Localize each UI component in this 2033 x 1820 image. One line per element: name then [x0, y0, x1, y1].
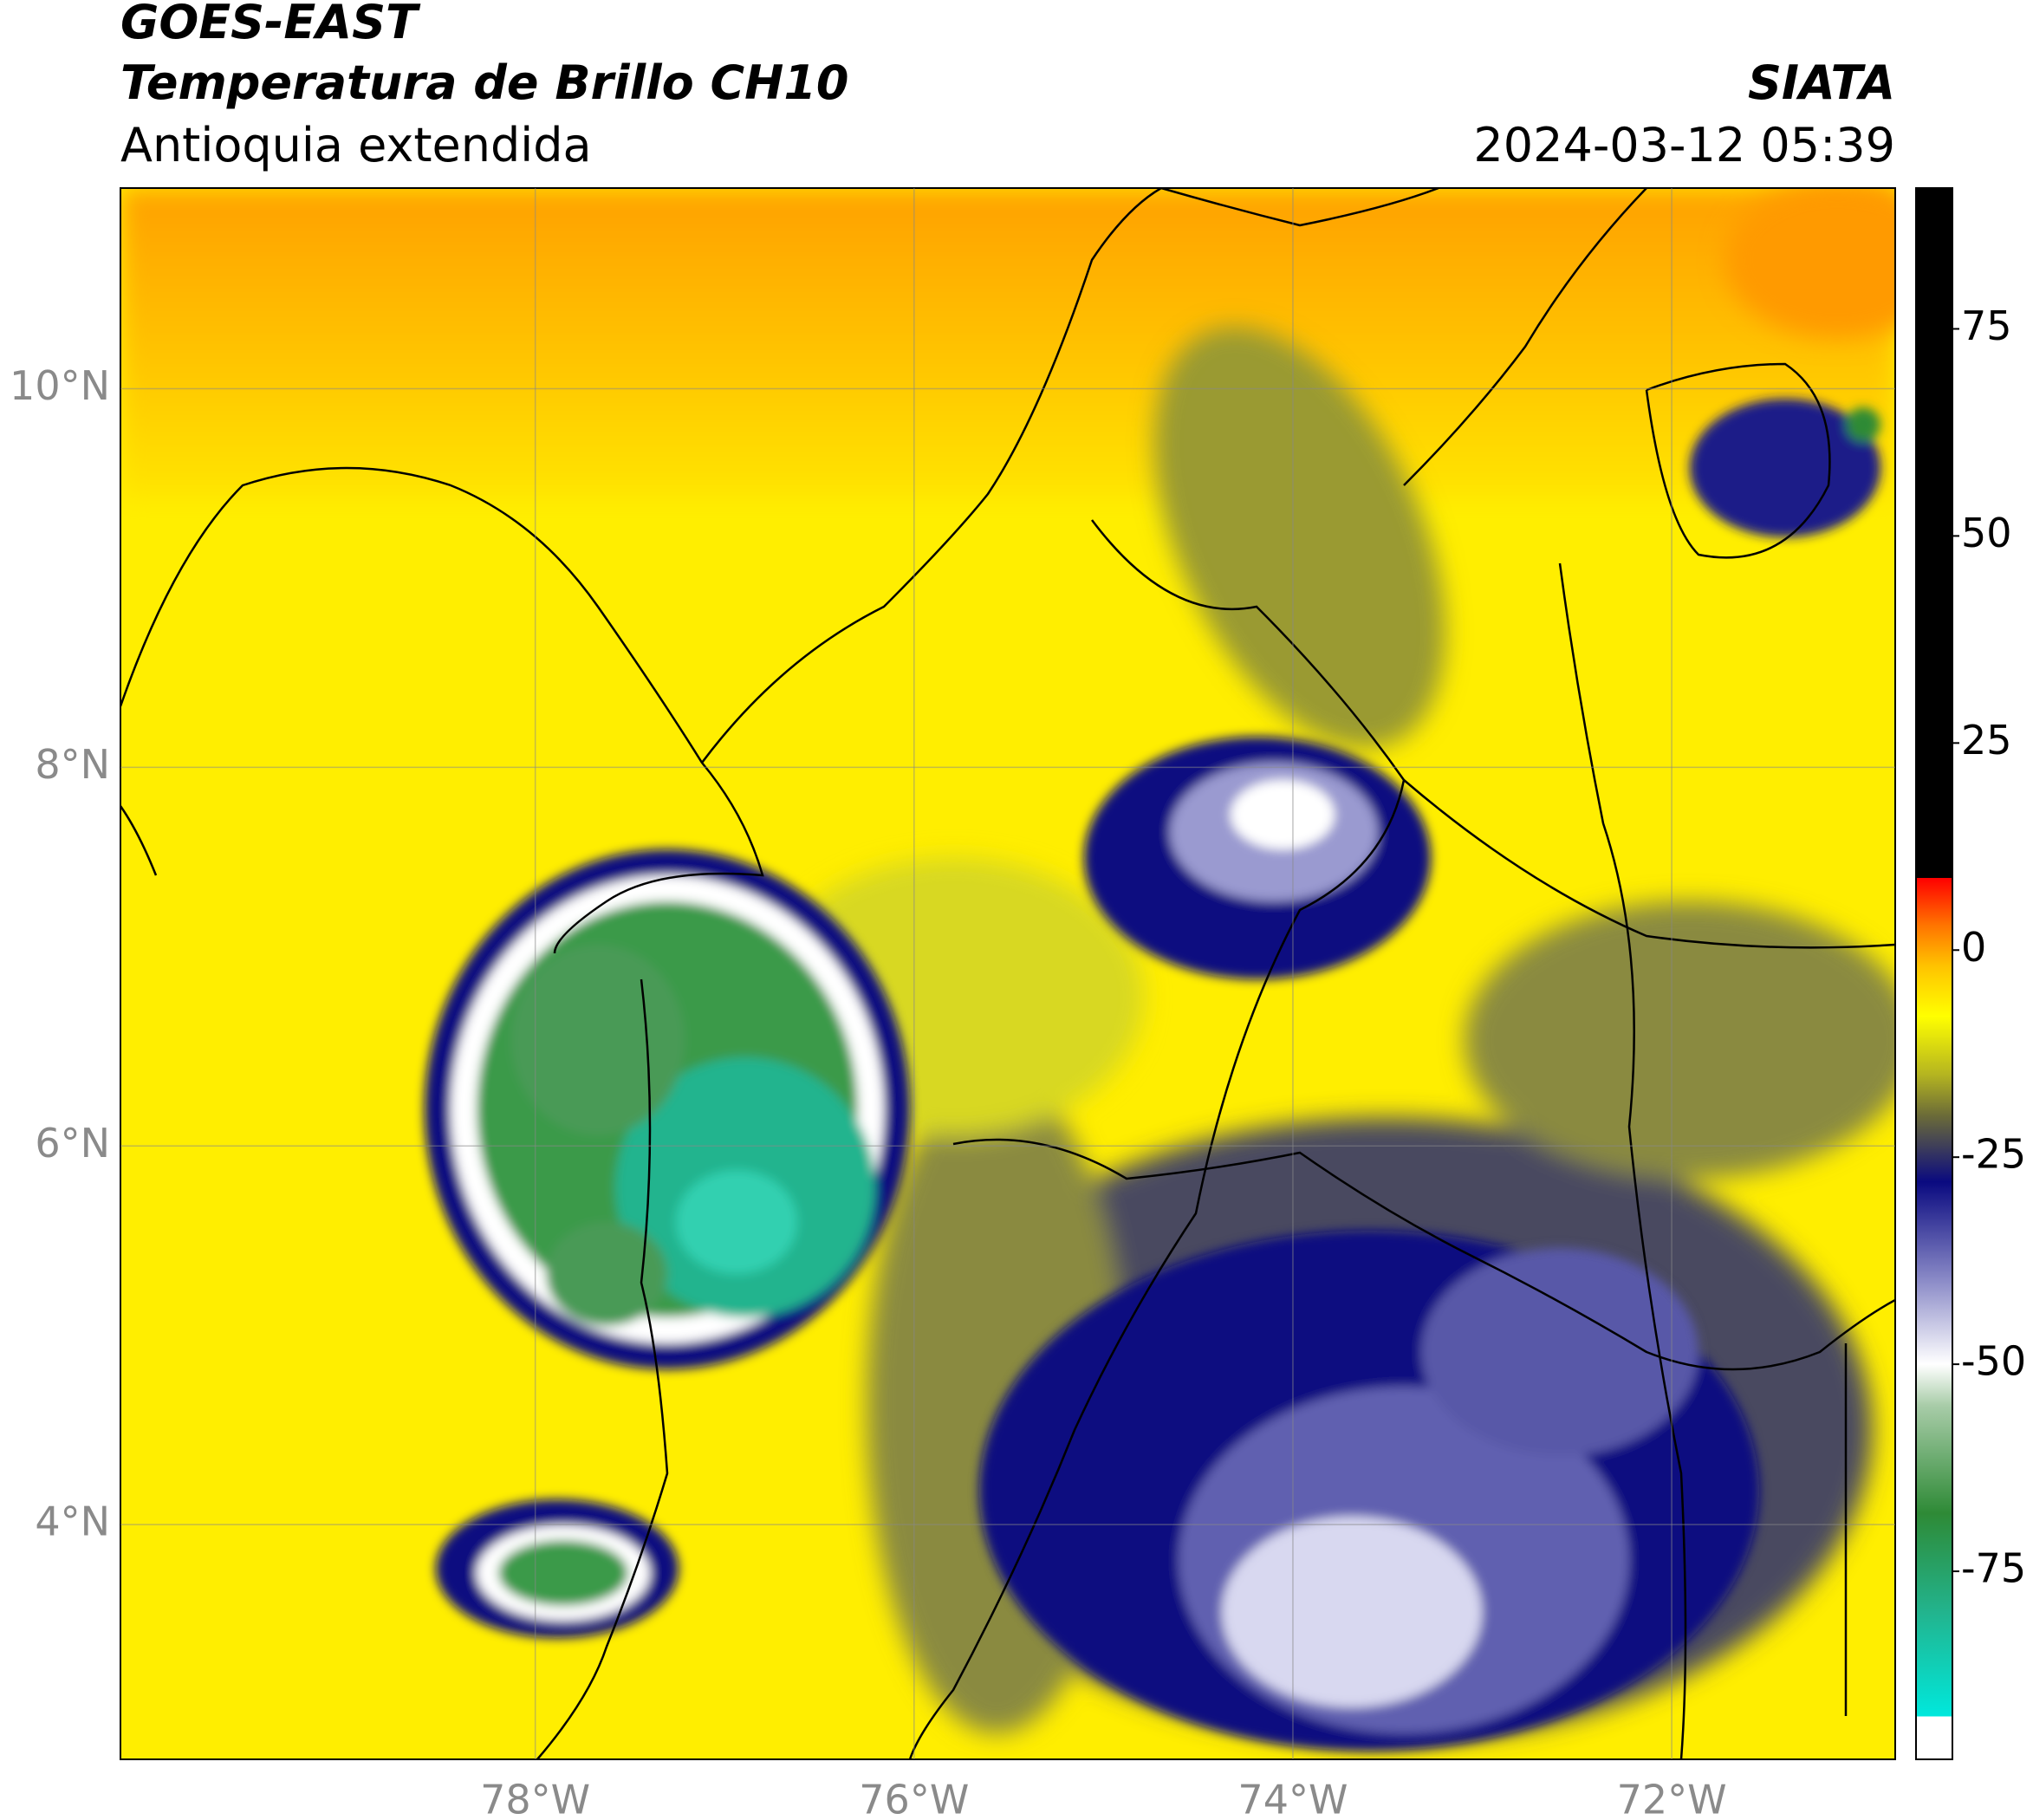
x-tick-label: 78°W	[480, 1777, 590, 1820]
colorbar-tick-label: 0	[1961, 924, 1986, 971]
map-frame	[120, 187, 1896, 1760]
source: SIATA	[1748, 55, 1895, 110]
x-tick-label: 76°W	[859, 1777, 969, 1820]
borders	[120, 188, 1895, 1759]
title: GOES-EAST	[120, 0, 421, 49]
subtitle: Temperatura de Brillo CH10	[120, 55, 849, 110]
colorbar-tick-label: 50	[1961, 510, 2012, 556]
x-tick-label: 72°W	[1617, 1777, 1727, 1820]
y-tick-label: 10°N	[10, 362, 110, 409]
y-tick-label: 6°N	[35, 1120, 110, 1167]
y-tick-label: 8°N	[35, 741, 110, 788]
y-tick-label: 4°N	[35, 1498, 110, 1545]
colorbar: -75 -50 -25 0 25 50 75	[1915, 187, 2026, 1760]
colorbar-scale	[1915, 187, 1953, 1760]
x-tick-label: 74°W	[1237, 1777, 1348, 1820]
colorbar-tick-label: -75	[1961, 1545, 2026, 1592]
colorbar-tick-label: 25	[1961, 717, 2012, 764]
colorbar-tick-label: -25	[1961, 1131, 2026, 1178]
satellite-image	[120, 188, 1895, 1759]
region: Antioquia extendida	[120, 118, 592, 172]
datetime: 2024-03-12 05:39	[1473, 118, 1895, 172]
colorbar-tick-label: 75	[1961, 302, 2012, 349]
colorbar-tick-label: -50	[1961, 1338, 2026, 1385]
